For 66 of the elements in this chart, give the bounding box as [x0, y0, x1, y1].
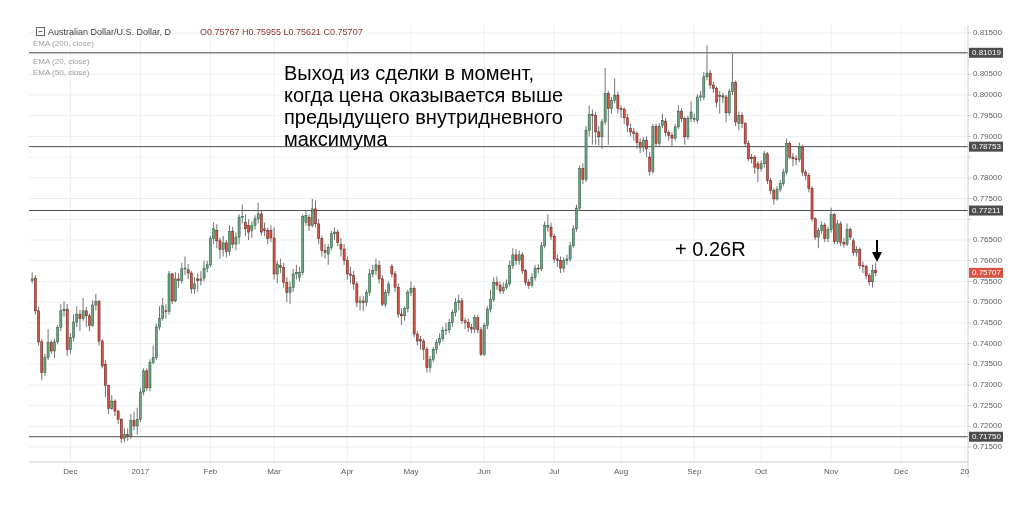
- ref-line-label: 0.71750: [972, 431, 1002, 441]
- y-tick-label: 0.76500: [973, 235, 1003, 245]
- candlestick: [794, 154, 798, 166]
- chart-subtitle: O0.75767 H0.75955 L0.75621 C0.75707: [200, 27, 363, 37]
- annotation: EMA (20, close): [33, 57, 90, 66]
- candlestick: [664, 117, 667, 137]
- candlestick: [228, 224, 231, 257]
- y-tick-label: 0.79500: [973, 110, 1003, 120]
- y-tick-label: 0.76000: [973, 255, 1003, 265]
- y-tick-label: 0.74500: [973, 317, 1003, 327]
- x-tick-label: Dec: [894, 467, 909, 477]
- candlestick: [495, 275, 499, 291]
- y-tick-label: 0.71500: [973, 442, 1003, 452]
- x-tick-label: Feb: [203, 467, 218, 477]
- ref-line-label: 0.77211: [972, 205, 1001, 215]
- candlestick: [460, 297, 464, 325]
- y-tick-label: 0.72500: [973, 400, 1003, 410]
- candlestick: [310, 198, 314, 229]
- ref-line-label: 0.81019: [972, 47, 1002, 57]
- y-tick-label: 0.80000: [973, 90, 1003, 100]
- ref-line-label: 0.78753: [972, 141, 1002, 151]
- chart-title: Australian Dollar/U.S. Dollar, D: [48, 27, 172, 37]
- annotation: Выход из сделки в момент, когда цена оказывается выше предыдущего внутридневного максимума: [284, 62, 564, 150]
- annotation: EMA (200, close): [33, 39, 95, 48]
- candlestick: [145, 367, 149, 392]
- candlestick: [635, 130, 639, 150]
- y-tick-label: 0.73500: [973, 359, 1003, 369]
- candlestick: [696, 93, 699, 124]
- candlestick: [307, 213, 311, 232]
- x-tick-label: Jun: [477, 467, 491, 477]
- candlestick: [84, 306, 88, 328]
- candlestick: [247, 218, 250, 241]
- candlestick: [839, 220, 842, 247]
- y-tick-label: 0.75000: [973, 297, 1003, 307]
- y-tick-label: 0.80500: [973, 69, 1003, 79]
- y-tick-label: 0.77500: [973, 193, 1003, 203]
- x-tick-label: Jul: [549, 467, 560, 477]
- candlestick: [798, 142, 801, 163]
- x-tick-label: Nov: [824, 467, 839, 477]
- annotation: + 0.26R: [675, 238, 746, 260]
- candlestick: [718, 90, 722, 115]
- x-tick-label: Mar: [267, 467, 282, 477]
- y-tick-label: 0.72000: [973, 421, 1003, 431]
- x-tick-label: Sep: [687, 467, 702, 477]
- annotation: EMA (50, close): [33, 68, 90, 77]
- y-tick-label: 0.74000: [973, 338, 1003, 348]
- candlestick: [591, 109, 594, 146]
- candlestick: [473, 314, 476, 334]
- y-tick-label: 0.75500: [973, 276, 1003, 286]
- candlestick: [724, 94, 728, 123]
- y-tick-label: 0.79000: [973, 131, 1003, 141]
- text: 0.75707: [972, 267, 1002, 277]
- y-tick-label: 0.78000: [973, 172, 1003, 182]
- x-tick-label: Aug: [613, 467, 629, 477]
- x-tick-label: 20: [960, 467, 970, 477]
- x-tick-label: May: [403, 467, 419, 477]
- y-tick-label: 0.81500: [973, 27, 1003, 37]
- y-tick-label: 0.73000: [973, 380, 1003, 390]
- candlestick: [594, 111, 597, 146]
- candlestick: [836, 219, 839, 245]
- x-tick-label: 2017: [131, 467, 150, 477]
- x-tick-label: Apr: [341, 467, 354, 477]
- candlestick: [174, 271, 177, 303]
- x-tick-label: Oct: [754, 467, 769, 477]
- candlestick: [871, 264, 874, 289]
- x-tick-label: Dec: [63, 467, 78, 477]
